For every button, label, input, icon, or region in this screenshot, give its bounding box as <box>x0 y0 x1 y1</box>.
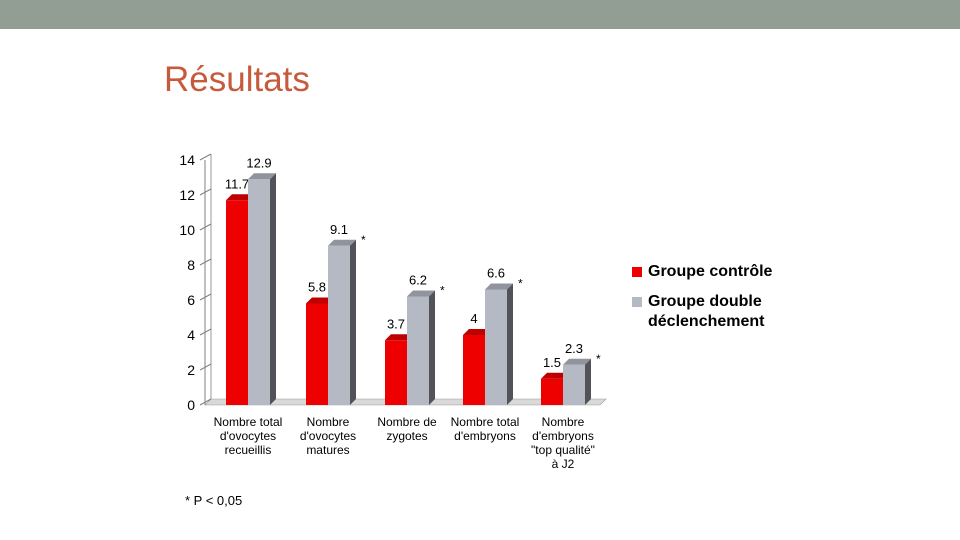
bar-front <box>328 245 350 405</box>
bar-front <box>463 335 485 405</box>
bar-front <box>385 340 407 405</box>
x-category-label: Nombre total d'embryons <box>451 415 520 443</box>
y-tick-mark <box>199 398 212 406</box>
bar-front <box>563 364 585 405</box>
bar-front <box>248 179 270 405</box>
data-label: 6.2 <box>409 273 427 288</box>
legend-swatch-double-trigger <box>632 297 642 307</box>
data-label: 9.1 <box>330 222 348 237</box>
bar-top <box>541 372 569 379</box>
data-label: 3.7 <box>387 316 405 331</box>
bar-top <box>563 358 591 365</box>
y-tick-mark <box>199 223 212 231</box>
significance-star: * <box>596 352 601 366</box>
significance-star: * <box>440 284 445 298</box>
data-label: 11.7 <box>225 176 249 191</box>
bar-side <box>585 358 591 405</box>
bar-top <box>407 290 435 297</box>
legend-item-control: Groupe contrôle <box>632 262 812 282</box>
y-tick-label: 4 <box>187 327 195 343</box>
bar-front <box>407 296 429 405</box>
bar-front <box>226 200 248 405</box>
y-tick-mark <box>199 293 212 301</box>
bar-side <box>270 173 276 405</box>
legend-item-double-trigger: Groupe double déclenchement <box>632 292 812 332</box>
y-tick-label: 14 <box>179 152 195 168</box>
slide-title: Résultats <box>164 60 310 99</box>
bar-side <box>350 239 356 405</box>
y-tick-mark <box>199 328 212 336</box>
significance-footnote: * P < 0,05 <box>185 493 243 508</box>
x-category-label: Nombre d'embryons "top qualité" à J2 <box>531 415 595 471</box>
data-label: 6.6 <box>487 266 505 281</box>
significance-star: * <box>518 277 523 291</box>
bar-top <box>306 297 334 304</box>
bar-front <box>306 303 328 405</box>
y-tick-mark <box>199 188 212 196</box>
y-tick-label: 6 <box>187 292 195 308</box>
legend-swatch-control <box>632 267 642 277</box>
legend-label-double-trigger: Groupe double déclenchement <box>648 293 765 330</box>
y-tick-mark <box>199 153 212 161</box>
bar-side <box>507 283 513 405</box>
bar-side <box>429 290 435 405</box>
y-tick-label: 10 <box>179 222 195 238</box>
bar-top <box>226 194 254 201</box>
bar-front <box>485 289 507 405</box>
data-label: 12.9 <box>246 155 271 170</box>
y-tick-label: 0 <box>187 397 195 413</box>
data-label: 4 <box>470 311 477 326</box>
y-tick-label: 12 <box>179 187 195 203</box>
chart-legend: Groupe contrôle Groupe double déclenchem… <box>632 262 812 342</box>
bar-top <box>328 239 356 246</box>
bar-top <box>463 329 491 335</box>
y-tick-mark <box>199 258 212 266</box>
x-category-label: Nombre total d'ovocytes recueillis <box>214 415 283 457</box>
y-tick-label: 2 <box>187 362 195 378</box>
x-category-label: Nombre d'ovocytes matures <box>300 415 356 457</box>
legend-label-control: Groupe contrôle <box>648 263 773 280</box>
x-category-label: Nombre de zygotes <box>377 415 437 443</box>
bar-top <box>248 173 276 180</box>
significance-star: * <box>361 233 366 247</box>
data-label: 2.3 <box>565 341 583 356</box>
data-label: 1.5 <box>543 355 561 370</box>
y-tick-mark <box>199 363 212 371</box>
bar-front <box>541 378 563 405</box>
bar-top <box>385 334 413 341</box>
top-band <box>0 0 960 29</box>
data-label: 5.8 <box>308 280 326 295</box>
y-tick-label: 8 <box>187 257 195 273</box>
bar-top <box>485 283 513 290</box>
